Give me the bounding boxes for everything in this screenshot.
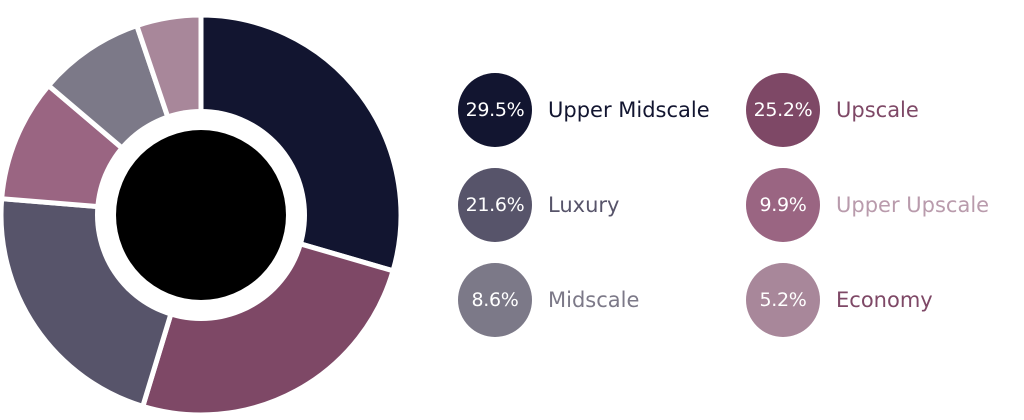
legend-bubble-upper-midscale: 29.5% [458, 73, 532, 147]
legend-item-upper-upscale: 9.9% Upper Upscale [746, 168, 989, 242]
legend-bubble-upscale: 25.2% [746, 73, 820, 147]
legend-label-economy: Economy [836, 288, 933, 312]
legend-bubble-midscale: 8.6% [458, 263, 532, 337]
legend-label-luxury: Luxury [548, 193, 620, 217]
donut-center-disc [116, 130, 286, 300]
legend-item-upper-midscale: 29.5% Upper Midscale [458, 73, 710, 147]
legend-label-upscale: Upscale [836, 98, 919, 122]
donut-slices [0, 12, 404, 418]
legend-item-luxury: 21.6% Luxury [458, 168, 619, 242]
legend-bubble-upper-upscale: 9.9% [746, 168, 820, 242]
legend-bubble-luxury: 21.6% [458, 168, 532, 242]
legend-label-upper-midscale: Upper Midscale [548, 98, 710, 122]
legend-item-midscale: 8.6% Midscale [458, 263, 639, 337]
legend-item-economy: 5.2% Economy [746, 263, 933, 337]
legend-label-upper-upscale: Upper Upscale [836, 193, 990, 217]
legend-item-upscale: 25.2% Upscale [746, 73, 919, 147]
legend-label-midscale: Midscale [548, 288, 640, 312]
legend-bubble-economy: 5.2% [746, 263, 820, 337]
donut-chart [0, 12, 404, 418]
